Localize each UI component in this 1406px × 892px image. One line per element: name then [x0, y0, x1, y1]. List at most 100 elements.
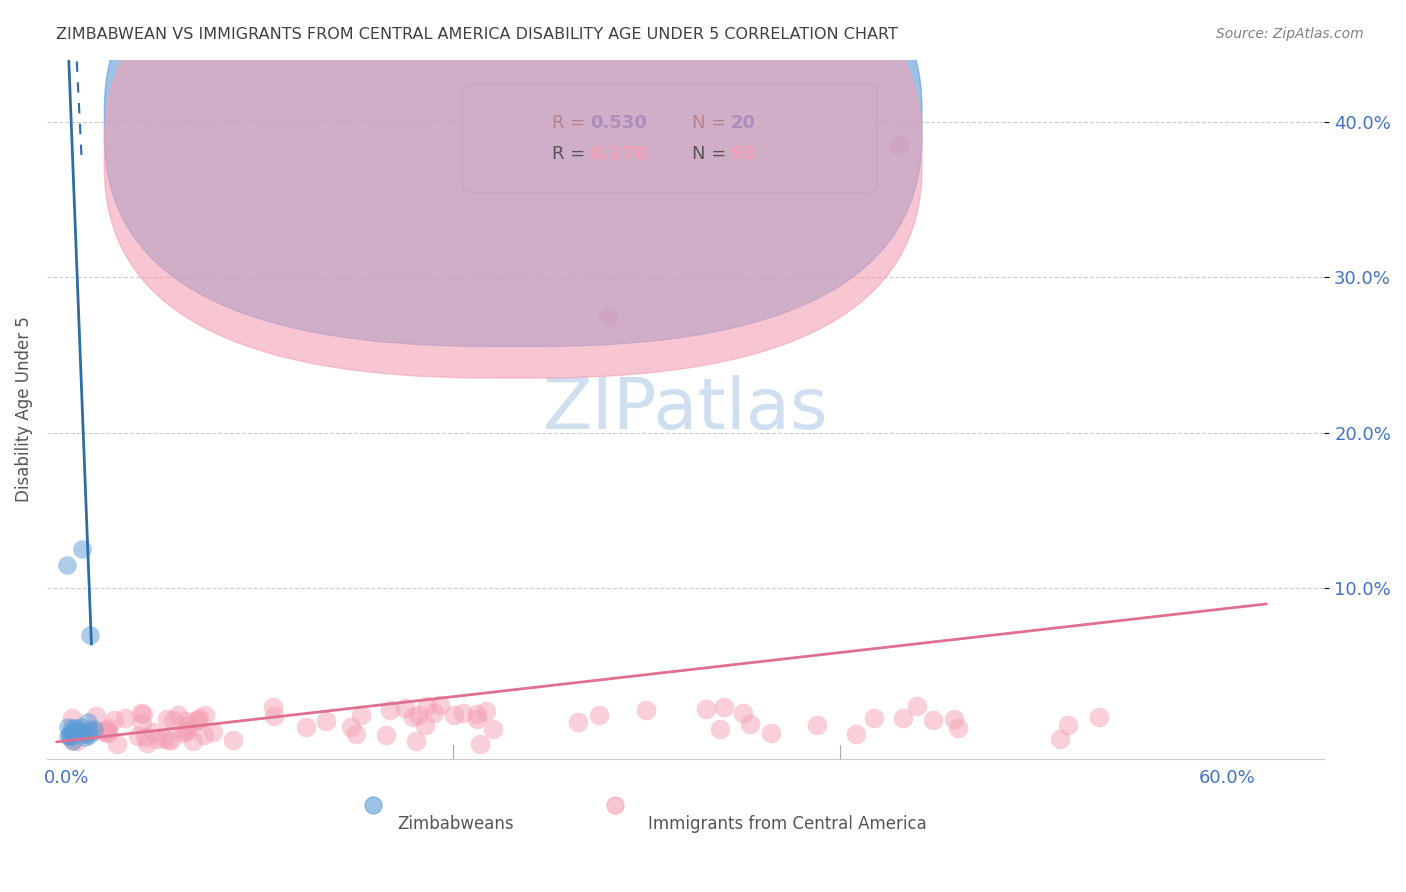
Point [56, 558, 79, 572]
Point [194, 708, 217, 723]
Point [468, 737, 491, 751]
Point [862, 710, 884, 724]
Point [75, 727, 97, 741]
Point [56, 729, 79, 743]
Point [344, 727, 367, 741]
Point [695, 702, 717, 716]
Point [83, 723, 105, 737]
Point [465, 707, 488, 722]
Point [406, 708, 429, 723]
Point [132, 706, 155, 721]
Point [394, 701, 416, 715]
Point [948, 721, 970, 735]
Point [187, 713, 209, 727]
Point [97, 726, 120, 740]
Text: R =: R = [551, 113, 591, 132]
Point [83, 723, 105, 738]
Point [77, 728, 100, 742]
Point [70, 720, 93, 734]
Text: N =: N = [692, 113, 733, 132]
Point [84, 709, 107, 723]
Text: R =: R = [551, 145, 591, 163]
Point [79, 628, 101, 642]
Point [176, 719, 198, 733]
Point [548, 838, 571, 852]
Point [142, 725, 165, 739]
Text: Zimbabweans: Zimbabweans [398, 815, 515, 833]
Point [405, 734, 427, 748]
Text: ZIMBABWEAN VS IMMIGRANTS FROM CENTRAL AMERICA DISABILITY AGE UNDER 5 CORRELATION: ZIMBABWEAN VS IMMIGRANTS FROM CENTRAL AM… [56, 27, 898, 42]
Point [482, 722, 505, 736]
Point [193, 728, 215, 742]
Point [146, 731, 169, 746]
Point [174, 714, 197, 728]
Point [598, 309, 620, 323]
Point [60, 721, 83, 735]
Point [1049, 731, 1071, 746]
Point [202, 725, 225, 739]
Y-axis label: Disability Age Under 5: Disability Age Under 5 [15, 317, 32, 502]
Text: 93: 93 [730, 145, 755, 163]
Point [134, 730, 156, 744]
Point [443, 708, 465, 723]
Point [845, 727, 868, 741]
Point [759, 726, 782, 740]
FancyBboxPatch shape [104, 0, 922, 346]
Point [153, 731, 176, 745]
Point [66, 734, 89, 748]
Point [156, 712, 179, 726]
Text: ZIPatlas: ZIPatlas [543, 375, 828, 444]
Text: Source: ZipAtlas.com: Source: ZipAtlas.com [1216, 27, 1364, 41]
Point [262, 700, 284, 714]
Point [70, 542, 93, 557]
Point [77, 715, 100, 730]
Point [172, 726, 194, 740]
Point [340, 720, 363, 734]
Point [887, 138, 910, 153]
Text: 0.278: 0.278 [591, 145, 647, 163]
Point [917, 838, 939, 852]
Point [56, 720, 79, 734]
Point [315, 714, 337, 728]
Point [1056, 718, 1078, 732]
Text: 0.530: 0.530 [591, 113, 647, 132]
Point [160, 732, 183, 747]
Point [806, 718, 828, 732]
Point [350, 708, 373, 723]
Point [60, 733, 83, 747]
Point [63, 724, 86, 739]
Point [740, 717, 762, 731]
FancyBboxPatch shape [463, 84, 877, 193]
Text: N =: N = [692, 145, 733, 163]
Point [188, 711, 211, 725]
Point [174, 723, 197, 738]
Point [129, 706, 152, 720]
Point [114, 711, 136, 725]
Point [1087, 710, 1109, 724]
Point [186, 714, 208, 729]
Point [62, 724, 84, 739]
Point [135, 736, 157, 750]
Point [423, 706, 446, 720]
Point [65, 722, 87, 736]
Point [567, 714, 589, 729]
FancyBboxPatch shape [104, 0, 922, 378]
Point [94, 724, 117, 739]
Point [416, 699, 439, 714]
Point [59, 729, 82, 743]
Point [73, 730, 96, 744]
Point [378, 703, 401, 717]
Point [790, 130, 813, 145]
Point [402, 710, 425, 724]
Text: 20: 20 [730, 113, 755, 132]
Point [709, 722, 731, 736]
Point [77, 723, 100, 737]
Point [465, 712, 488, 726]
Point [905, 699, 928, 714]
Point [91, 723, 114, 738]
Point [429, 698, 451, 713]
Point [174, 723, 197, 738]
Point [474, 704, 496, 718]
Point [162, 714, 184, 728]
Point [97, 721, 120, 735]
